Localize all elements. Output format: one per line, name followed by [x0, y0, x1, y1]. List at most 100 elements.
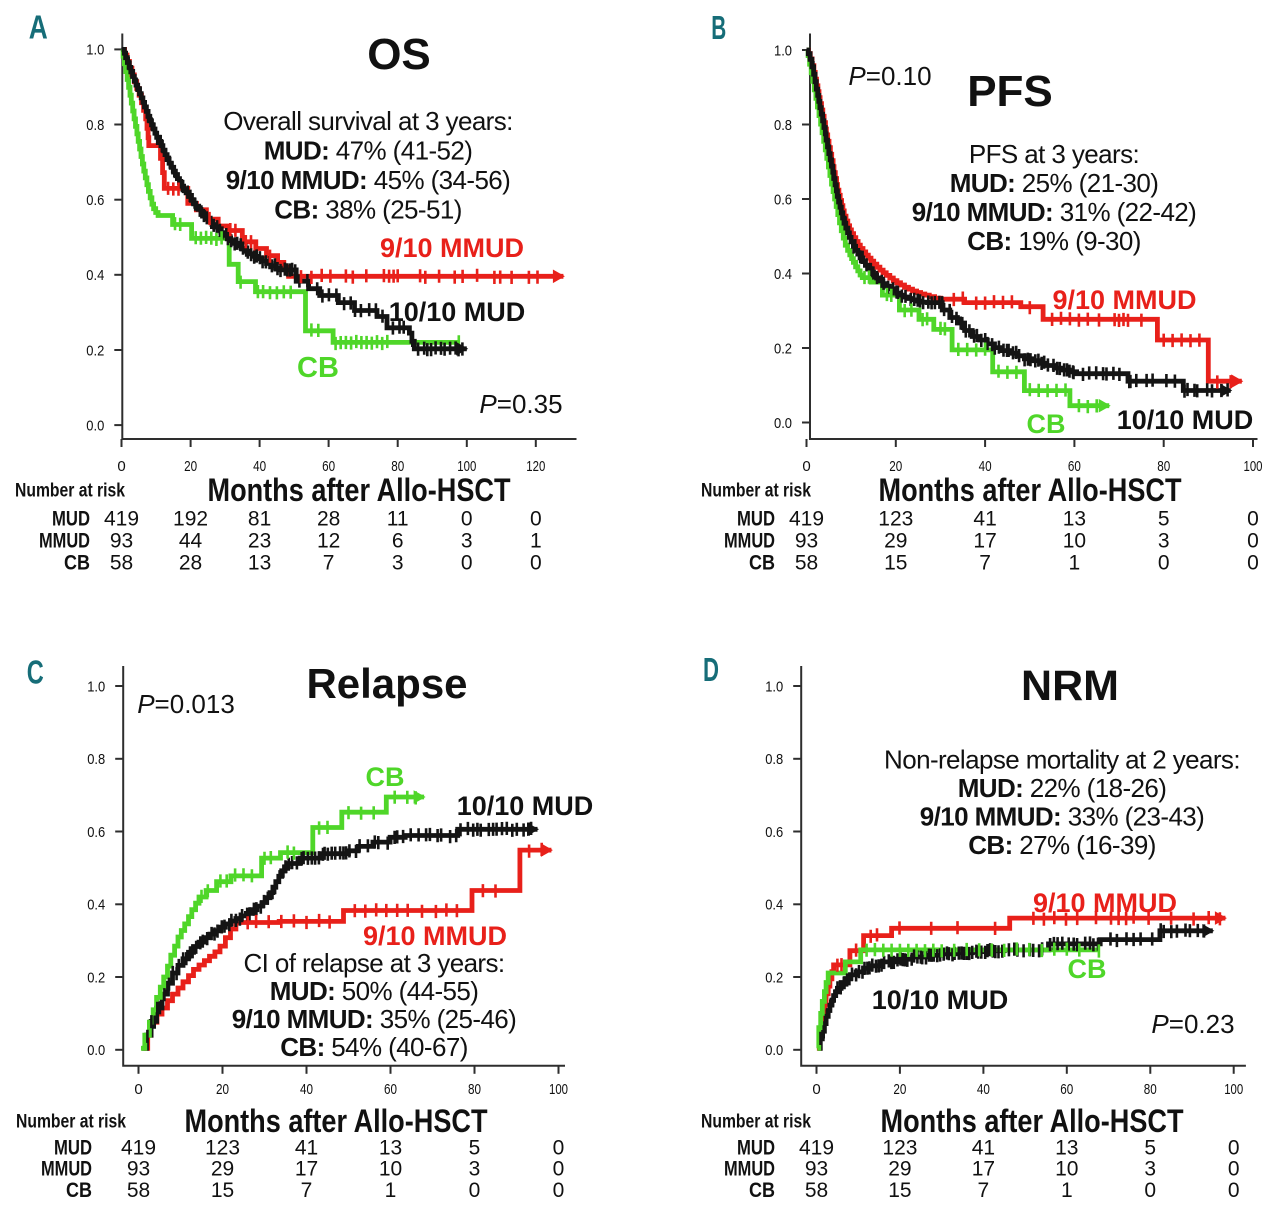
- svg-text:20: 20: [889, 458, 902, 475]
- svg-text:41: 41: [295, 1137, 318, 1160]
- svg-text:7: 7: [979, 552, 991, 575]
- svg-text:D: D: [703, 651, 719, 688]
- svg-text:CB: CB: [366, 762, 405, 792]
- svg-text:28: 28: [179, 552, 202, 575]
- svg-text:CB: CB: [297, 352, 339, 384]
- svg-text:0.6: 0.6: [765, 824, 783, 841]
- svg-text:23: 23: [248, 530, 271, 553]
- svg-text:1: 1: [1069, 552, 1081, 575]
- svg-text:60: 60: [322, 458, 335, 475]
- svg-text:CB: CB: [1027, 409, 1066, 439]
- svg-text:0: 0: [1144, 1179, 1156, 1202]
- svg-text:0: 0: [1247, 508, 1259, 531]
- svg-text:B: B: [711, 9, 726, 46]
- svg-text:Months after Allo-HSCT: Months after Allo-HSCT: [881, 1103, 1184, 1139]
- svg-text:CB: 19% (9-30): CB: 19% (9-30): [967, 226, 1141, 256]
- svg-text:192: 192: [173, 508, 208, 531]
- svg-text:40: 40: [979, 458, 992, 475]
- svg-text:13: 13: [379, 1137, 402, 1160]
- svg-text:0.6: 0.6: [774, 191, 792, 208]
- svg-text:419: 419: [789, 508, 824, 531]
- svg-text:10: 10: [379, 1158, 402, 1181]
- svg-text:9/10 MMUD: 45% (34-56): 9/10 MMUD: 45% (34-56): [226, 165, 510, 195]
- svg-text:10/10 MUD: 10/10 MUD: [389, 297, 526, 327]
- svg-text:60: 60: [1068, 458, 1081, 475]
- svg-text:58: 58: [127, 1179, 150, 1202]
- svg-text:0.8: 0.8: [774, 117, 792, 134]
- svg-text:0.4: 0.4: [774, 266, 792, 283]
- svg-text:0.0: 0.0: [87, 1042, 105, 1059]
- svg-text:20: 20: [216, 1081, 229, 1098]
- svg-text:10: 10: [1063, 530, 1086, 553]
- svg-text:20: 20: [184, 458, 197, 475]
- svg-text:0: 0: [553, 1137, 565, 1160]
- svg-text:0.8: 0.8: [87, 751, 105, 768]
- svg-text:Overall survival at 3 years:: Overall survival at 3 years:: [223, 106, 513, 136]
- svg-text:93: 93: [110, 530, 133, 553]
- svg-text:0: 0: [553, 1179, 565, 1202]
- svg-text:Non-relapse mortality at 2 yea: Non-relapse mortality at 2 years:: [884, 745, 1240, 775]
- svg-text:MUD: 22% (18-26): MUD: 22% (18-26): [958, 773, 1167, 803]
- svg-text:93: 93: [795, 530, 818, 553]
- svg-text:CI of relapse at 3 years:: CI of relapse at 3 years:: [243, 948, 504, 978]
- svg-text:20: 20: [893, 1081, 906, 1098]
- svg-text:0.6: 0.6: [86, 192, 104, 209]
- svg-text:40: 40: [253, 458, 266, 475]
- svg-text:29: 29: [211, 1158, 234, 1181]
- svg-text:MUD: 50% (44-55): MUD: 50% (44-55): [270, 976, 479, 1006]
- svg-text:CB: CB: [64, 552, 90, 575]
- svg-text:0: 0: [1228, 1137, 1240, 1160]
- svg-text:100: 100: [1244, 458, 1263, 475]
- svg-text:P=0.23: P=0.23: [1151, 1009, 1234, 1039]
- svg-text:7: 7: [323, 552, 335, 575]
- svg-text:MMUD: MMUD: [724, 530, 775, 553]
- svg-text:9/10 MMUD: 31% (22-42): 9/10 MMUD: 31% (22-42): [912, 197, 1196, 227]
- svg-text:0.6: 0.6: [87, 824, 105, 841]
- svg-text:0.4: 0.4: [86, 267, 104, 284]
- svg-text:0: 0: [530, 552, 542, 575]
- svg-text:1: 1: [1061, 1179, 1073, 1202]
- svg-text:1: 1: [530, 530, 542, 553]
- svg-text:5: 5: [1158, 508, 1170, 531]
- svg-text:C: C: [27, 653, 44, 690]
- svg-text:9/10 MMUD: 33% (23-43): 9/10 MMUD: 33% (23-43): [920, 802, 1204, 832]
- svg-text:58: 58: [805, 1179, 828, 1202]
- svg-text:0.4: 0.4: [765, 897, 783, 914]
- svg-text:1.0: 1.0: [774, 42, 792, 59]
- svg-text:MUD: 25% (21-30): MUD: 25% (21-30): [950, 168, 1159, 198]
- svg-text:58: 58: [110, 552, 133, 575]
- svg-text:15: 15: [888, 1179, 911, 1202]
- svg-text:0.0: 0.0: [86, 417, 104, 434]
- svg-text:80: 80: [468, 1081, 481, 1098]
- svg-text:Months after Allo-HSCT: Months after Allo-HSCT: [185, 1103, 488, 1139]
- svg-text:9/10 MMUD: 9/10 MMUD: [380, 233, 524, 263]
- svg-text:9/10 MMUD: 9/10 MMUD: [363, 921, 507, 951]
- svg-text:123: 123: [205, 1137, 240, 1160]
- svg-text:120: 120: [526, 458, 545, 475]
- svg-text:0: 0: [802, 458, 810, 475]
- svg-text:44: 44: [179, 530, 203, 553]
- svg-text:P=0.013: P=0.013: [137, 689, 235, 719]
- svg-text:81: 81: [248, 508, 271, 531]
- svg-text:28: 28: [317, 508, 340, 531]
- svg-text:80: 80: [1144, 1081, 1157, 1098]
- svg-text:419: 419: [121, 1137, 156, 1160]
- svg-text:CB: 54% (40-67): CB: 54% (40-67): [280, 1032, 468, 1062]
- svg-text:CB: 38% (25-51): CB: 38% (25-51): [274, 195, 462, 225]
- svg-text:CB: CB: [749, 1179, 775, 1202]
- svg-text:40: 40: [977, 1081, 990, 1098]
- svg-text:7: 7: [301, 1179, 313, 1202]
- svg-text:3: 3: [1144, 1158, 1156, 1181]
- svg-text:17: 17: [295, 1158, 318, 1181]
- svg-text:13: 13: [1055, 1137, 1078, 1160]
- svg-text:0: 0: [134, 1081, 142, 1098]
- svg-text:0.2: 0.2: [86, 342, 104, 359]
- svg-text:0.2: 0.2: [774, 340, 792, 357]
- svg-text:A: A: [29, 9, 48, 46]
- svg-text:15: 15: [884, 552, 907, 575]
- svg-text:Number at risk: Number at risk: [701, 481, 811, 502]
- svg-text:11: 11: [387, 508, 409, 531]
- svg-text:80: 80: [391, 458, 404, 475]
- svg-text:3: 3: [469, 1158, 481, 1181]
- svg-text:Number at risk: Number at risk: [701, 1112, 811, 1133]
